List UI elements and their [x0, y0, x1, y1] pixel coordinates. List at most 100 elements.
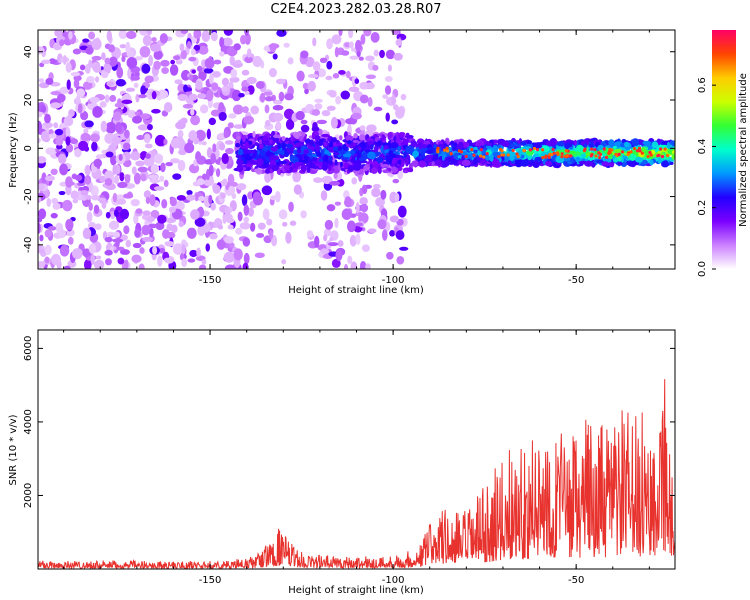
heatmap-cell: [660, 154, 665, 159]
heatmap-cell: [45, 77, 54, 85]
heatmap-cell: [115, 78, 126, 87]
heatmap-cell: [54, 128, 64, 136]
heatmap-cell: [231, 89, 242, 102]
heatmap-cell: [125, 30, 137, 40]
heatmap-cell: [264, 119, 271, 127]
heatmap-cell: [95, 154, 104, 160]
heatmap-cell: [307, 80, 316, 92]
heatmap-cell: [473, 157, 478, 166]
heatmap-cell: [50, 168, 58, 176]
heatmap-cell: [63, 265, 71, 269]
heatmap-cell: [170, 137, 181, 149]
heatmap-cell: [180, 117, 188, 125]
heatmap-cell: [201, 259, 207, 265]
heatmap-cell: [105, 258, 112, 266]
heatmap-cell: [221, 86, 229, 92]
heatmap-cell: [149, 178, 161, 183]
heatmap-cell: [112, 192, 118, 203]
heatmap-cell: [185, 194, 196, 201]
heatmap-cell: [547, 140, 556, 147]
heatmap-cell: [293, 184, 302, 195]
heatmap-cell: [40, 105, 47, 113]
heatmap-cell: [163, 179, 169, 188]
heatmap-cell: [642, 140, 652, 146]
heatmap-cell: [150, 209, 160, 219]
heatmap-cell: [407, 167, 413, 172]
heatmap-cell: [206, 128, 211, 140]
heatmap-cell: [350, 47, 357, 52]
heatmap-cell: [96, 255, 102, 260]
heatmap-cell: [38, 46, 45, 55]
heatmap-cell: [400, 93, 407, 101]
heatmap-cell: [110, 213, 116, 219]
heatmap-cell: [344, 196, 352, 208]
spectrogram-ytick-label: -20: [23, 188, 34, 204]
heatmap-cell: [264, 95, 274, 102]
heatmap-cell: [88, 202, 93, 211]
heatmap-cell: [52, 202, 61, 210]
heatmap-cell: [404, 138, 410, 144]
heatmap-cell: [150, 43, 162, 52]
heatmap-cell: [153, 186, 165, 191]
heatmap-cell: [360, 156, 365, 162]
heatmap-cell: [569, 157, 574, 163]
heatmap-cell: [160, 59, 170, 67]
heatmap-cell: [340, 90, 351, 100]
heatmap-cell: [233, 124, 245, 129]
heatmap-cell: [86, 75, 95, 83]
heatmap-cell: [159, 175, 165, 182]
heatmap-cell: [39, 62, 45, 68]
heatmap-cell: [157, 255, 163, 267]
heatmap-cell: [222, 37, 233, 47]
spectrogram-xtick-label: -100: [382, 275, 405, 286]
heatmap-cell: [365, 74, 377, 80]
heatmap-cell: [371, 167, 378, 175]
heatmap-cell: [223, 236, 234, 244]
heatmap-cell: [143, 190, 152, 199]
heatmap-cell: [142, 210, 151, 216]
heatmap-cell: [384, 76, 393, 83]
heatmap-cell: [395, 107, 405, 119]
heatmap-cell: [363, 164, 369, 172]
heatmap-cell: [285, 144, 294, 148]
heatmap-cell: [91, 141, 98, 152]
heatmap-cell: [650, 149, 656, 155]
heatmap-cell: [331, 34, 342, 45]
heatmap-cell: [627, 162, 636, 167]
heatmap-cell: [196, 247, 201, 257]
heatmap-cell: [470, 147, 474, 152]
heatmap-cell: [142, 236, 153, 242]
heatmap-cell: [88, 59, 93, 68]
heatmap-cell: [115, 237, 120, 248]
heatmap-cell: [382, 169, 389, 174]
heatmap-cell: [153, 50, 163, 60]
heatmap-cell: [556, 140, 565, 147]
heatmap-cell: [384, 133, 388, 137]
heatmap-cell: [335, 95, 341, 105]
heatmap-cell: [101, 52, 106, 61]
heatmap-cell: [113, 231, 121, 239]
heatmap-cell: [163, 138, 168, 146]
heatmap-cell: [127, 68, 132, 79]
heatmap-cell: [307, 73, 319, 78]
heatmap-cell: [329, 237, 334, 242]
heatmap-cell: [205, 89, 214, 102]
heatmap-cell: [402, 169, 409, 174]
heatmap-cell: [182, 103, 194, 109]
heatmap-cell: [361, 244, 370, 252]
heatmap-cell: [151, 90, 157, 100]
heatmap-cell: [385, 49, 396, 60]
heatmap-cell: [314, 103, 323, 110]
heatmap-cell: [278, 209, 288, 220]
heatmap-cell: [326, 105, 336, 111]
heatmap-cell: [584, 161, 593, 167]
heatmap-cell: [84, 120, 94, 128]
heatmap-cell: [198, 195, 206, 202]
heatmap-cell: [548, 152, 552, 157]
heatmap-cell: [389, 215, 400, 223]
heatmap-cell: [306, 230, 314, 238]
heatmap-cell: [115, 122, 123, 134]
spectrogram-ytick-label: 0: [23, 145, 34, 151]
heatmap-cell: [347, 255, 353, 264]
heatmap-cell: [108, 44, 116, 53]
